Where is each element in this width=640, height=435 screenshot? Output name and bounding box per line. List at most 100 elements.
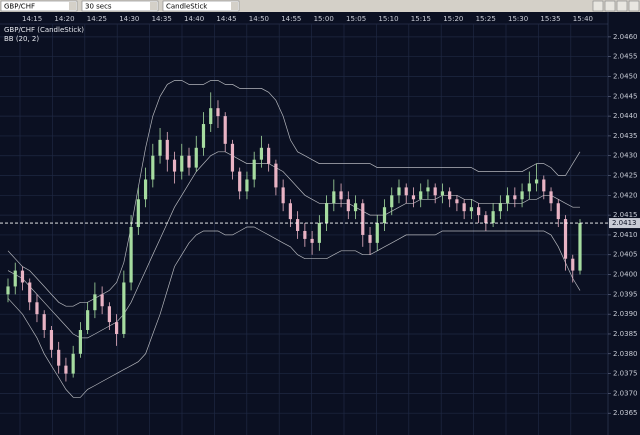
candle-body [28,282,32,303]
dropdown-arrow[interactable] [231,2,238,10]
candle-body [267,147,271,164]
candle-body [245,179,249,192]
candle-body [187,155,191,168]
candle-body [6,286,10,295]
candle-body [252,159,256,180]
candle-body [49,330,54,350]
x-tick-label: 14:30 [119,15,139,23]
candle-body [57,349,61,366]
candle-body [520,191,524,200]
candle-body [310,238,314,243]
candles [6,92,582,382]
candle-body [64,365,68,374]
candle-body [462,203,466,212]
x-tick-label: 15:10 [378,15,398,23]
x-tick-label: 14:55 [281,15,301,23]
candle-body [223,116,227,144]
candle-body [151,155,155,180]
candle-body [346,199,350,212]
candle-body [353,203,358,212]
y-tick-label: 2.0460 [613,33,638,41]
candle-body [324,203,329,224]
y-tick-label: 2.0435 [613,132,638,140]
candle-body [339,191,343,200]
x-tick-label: 14:40 [184,15,204,23]
band-lower [7,226,581,398]
candle-body [13,270,17,287]
candle-body [397,187,401,196]
band-middle [7,151,580,339]
candle-body [317,223,321,243]
y-tick-label: 2.0420 [613,191,638,199]
candle-body [513,195,517,200]
y-tick-label: 2.0415 [613,211,638,219]
candle-body [122,282,126,334]
y-tick-label: 2.0385 [613,330,638,338]
x-tick-label: 15:30 [508,15,528,23]
candle-body [194,147,198,168]
x-tick-label: 15:25 [476,15,496,23]
candle-body [571,258,575,271]
candle-body [158,139,162,156]
toolbar-button[interactable] [628,0,640,12]
toolbar [0,0,640,12]
candle-body [107,306,111,323]
candle-body [390,195,394,208]
y-tick-label: 2.0395 [613,290,638,298]
y-tick-label: 2.0445 [613,92,638,100]
y-tick-label: 2.0405 [613,251,638,259]
last-price-label: 2.0413 [612,219,637,227]
candle-body [556,203,560,220]
candle-body [100,294,104,307]
candle-body [71,353,75,374]
candle-body [303,230,307,239]
y-tick-label: 2.0455 [613,53,638,61]
x-tick-label: 14:50 [249,15,269,23]
candle-body [281,187,285,204]
axes: 2.0365 2.0370 2.0375 2.0380 2.0385 2.0390 2.03… [0,15,640,417]
candle-body [332,191,336,204]
candle-body [42,314,46,331]
toolbar-button[interactable] [592,0,604,12]
candle-body [172,159,177,172]
x-tick-label: 14:15 [22,15,42,23]
candle-body [136,199,140,228]
candle-body [216,108,220,117]
interval-dropdown[interactable] [81,0,159,12]
candle-body [440,191,445,196]
candle-body [484,215,488,224]
symbol-dropdown[interactable] [0,0,78,12]
x-tick-label: 14:45 [216,15,236,23]
dropdown-arrow[interactable] [69,2,76,10]
candle-body [35,302,39,315]
last-price-box [609,218,640,229]
interval-text: 30 secs [85,3,112,11]
x-tick-label: 15:00 [314,15,334,23]
x-tick-label: 14:25 [87,15,107,23]
candle-body [419,191,423,200]
candle-body [448,191,452,200]
toolbar-button[interactable] [604,0,616,12]
candle-body [382,207,387,224]
style-dropdown[interactable] [162,0,240,12]
toolbar-button[interactable] [616,0,628,12]
y-tick-label: 2.0365 [613,409,638,417]
candle-body [20,270,25,283]
y-tick-label: 2.0410 [613,231,638,239]
candle-body [368,234,372,243]
x-tick-label: 14:20 [54,15,74,23]
y-tick-label: 2.0440 [613,112,638,120]
dropdown-arrow[interactable] [150,2,157,10]
candle-body [505,195,510,204]
x-tick-label: 15:20 [443,15,463,23]
x-tick-label: 15:40 [573,15,593,23]
candle-body [534,179,539,184]
candle-body [230,143,235,172]
legend-entry: BB (20, 2) [4,35,39,43]
candle-body [542,179,546,192]
candle-body [361,203,365,235]
legend-entry: GBP/CHF (CandleStick) [4,26,84,34]
candle-body [455,199,459,204]
